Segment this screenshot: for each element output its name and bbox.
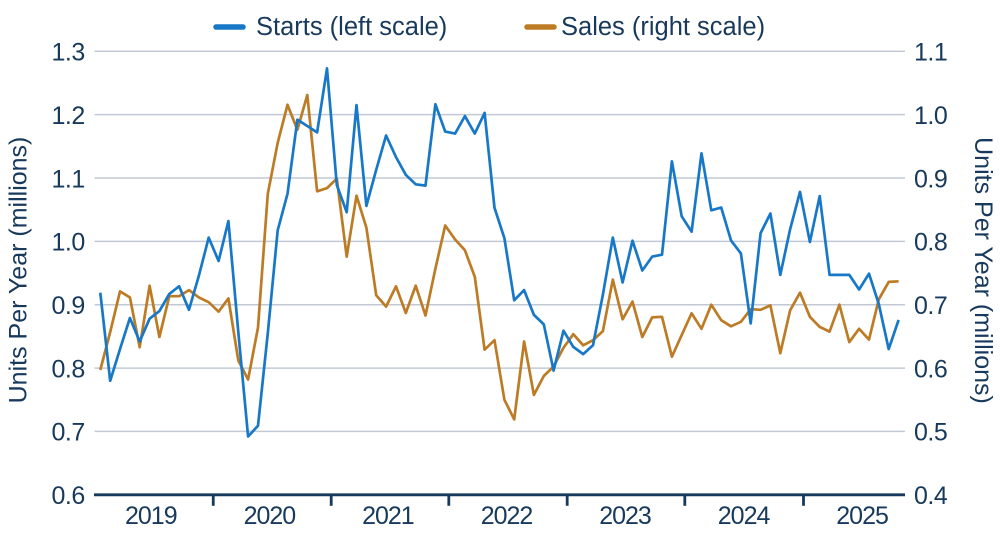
svg-text:Units Per Year (millions): Units Per Year (millions) [5, 137, 33, 404]
svg-text:0.5: 0.5 [914, 419, 947, 447]
svg-text:0.9: 0.9 [914, 165, 947, 193]
svg-text:0.6: 0.6 [52, 482, 85, 510]
svg-text:1.3: 1.3 [52, 39, 85, 67]
svg-text:0.8: 0.8 [914, 229, 947, 257]
svg-text:0.8: 0.8 [52, 355, 85, 383]
svg-text:0.7: 0.7 [914, 292, 947, 320]
svg-text:1.0: 1.0 [52, 229, 85, 257]
svg-text:2025: 2025 [836, 502, 888, 530]
svg-text:Units Per Year (millions): Units Per Year (millions) [969, 137, 997, 404]
svg-text:0.7: 0.7 [52, 419, 85, 447]
svg-text:1.1: 1.1 [52, 165, 85, 193]
svg-text:2023: 2023 [599, 502, 651, 530]
svg-text:2020: 2020 [244, 502, 296, 530]
svg-text:2024: 2024 [718, 502, 771, 530]
svg-text:2022: 2022 [481, 502, 533, 530]
svg-text:1.1: 1.1 [914, 39, 947, 67]
svg-text:1.2: 1.2 [52, 102, 85, 130]
svg-text:0.4: 0.4 [914, 482, 948, 510]
svg-text:0.6: 0.6 [914, 355, 947, 383]
svg-text:Sales (right scale): Sales (right scale) [561, 13, 765, 41]
svg-text:Starts (left scale): Starts (left scale) [256, 13, 447, 41]
svg-text:2019: 2019 [125, 502, 177, 530]
svg-text:0.9: 0.9 [52, 292, 85, 320]
svg-text:2021: 2021 [362, 502, 414, 530]
svg-text:1.0: 1.0 [914, 102, 947, 130]
